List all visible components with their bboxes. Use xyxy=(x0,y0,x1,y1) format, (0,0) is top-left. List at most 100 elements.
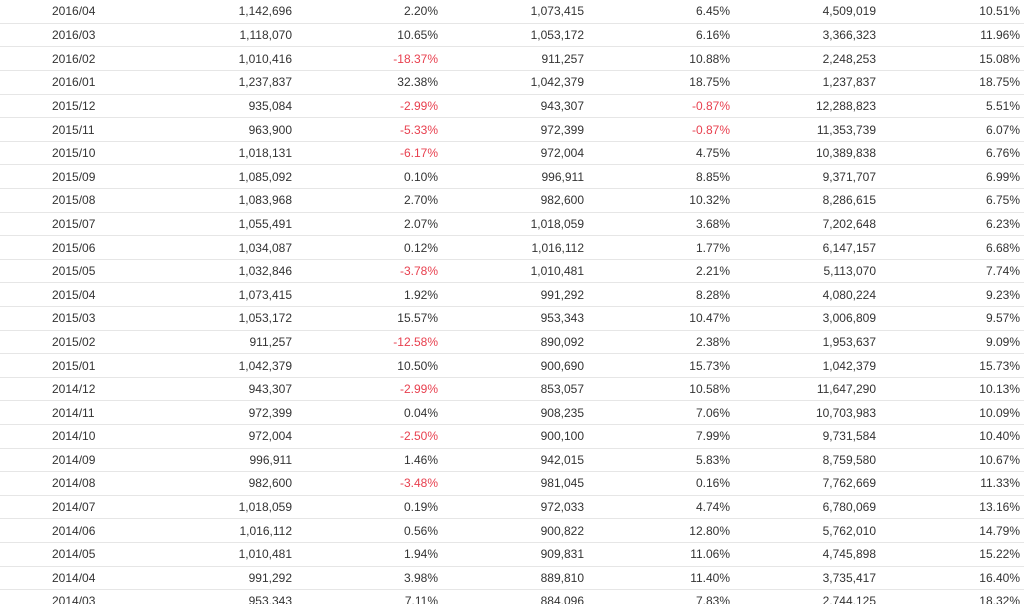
month-cell: 2015/08 xyxy=(0,188,150,213)
month-cell: 2014/07 xyxy=(0,495,150,520)
value-cell: 1,073,415 xyxy=(150,282,296,308)
table-row: 2015/02 911,257 -12.58% 890,092 2.38% 1,953,6… xyxy=(0,330,1024,355)
mom-change-cell: -2.99% xyxy=(296,377,442,402)
prev-year-value-cell: 909,831 xyxy=(442,542,588,567)
cumulative-change-cell: 15.73% xyxy=(880,353,1024,378)
yoy-change-cell: 10.58% xyxy=(588,377,734,402)
mom-change-cell: 10.50% xyxy=(296,353,442,378)
cumulative-change-cell: 5.51% xyxy=(880,94,1024,119)
value-cell: 911,257 xyxy=(150,330,296,355)
mom-change-cell: 1.46% xyxy=(296,448,442,473)
cumulative-cell: 7,202,648 xyxy=(734,212,880,237)
cumulative-cell: 10,703,983 xyxy=(734,400,880,425)
month-cell: 2015/11 xyxy=(0,117,150,142)
mom-change-cell: -5.33% xyxy=(296,117,442,142)
yoy-change-cell: 5.83% xyxy=(588,448,734,473)
table-row: 2014/04 991,292 3.98% 889,810 11.40% 3,735,41… xyxy=(0,566,1024,591)
month-cell: 2015/03 xyxy=(0,306,150,331)
yoy-change-cell: 7.06% xyxy=(588,400,734,425)
yoy-change-cell: 7.83% xyxy=(588,589,734,604)
prev-year-value-cell: 996,911 xyxy=(442,164,588,190)
cumulative-change-cell: 6.68% xyxy=(880,235,1024,260)
value-cell: 1,142,696 xyxy=(150,0,296,24)
month-cell: 2014/08 xyxy=(0,471,150,496)
mom-change-cell: -6.17% xyxy=(296,141,442,166)
mom-change-cell: 0.12% xyxy=(296,235,442,260)
cumulative-change-cell: 6.75% xyxy=(880,188,1024,213)
table-row: 2015/03 1,053,172 15.57% 953,343 10.47% 3,006… xyxy=(0,306,1024,331)
cumulative-change-cell: 6.07% xyxy=(880,117,1024,142)
yoy-change-cell: 10.47% xyxy=(588,306,734,331)
value-cell: 972,004 xyxy=(150,424,296,449)
cumulative-cell: 1,953,637 xyxy=(734,330,880,355)
table-row: 2014/09 996,911 1.46% 942,015 5.83% 8,759,580… xyxy=(0,448,1024,473)
month-cell: 2016/04 xyxy=(0,0,150,24)
value-cell: 1,034,087 xyxy=(150,235,296,260)
prev-year-value-cell: 953,343 xyxy=(442,306,588,331)
cumulative-cell: 8,286,615 xyxy=(734,188,880,213)
value-cell: 1,118,070 xyxy=(150,23,296,48)
month-cell: 2014/05 xyxy=(0,542,150,567)
yoy-change-cell: 11.06% xyxy=(588,542,734,567)
yoy-change-cell: 10.32% xyxy=(588,188,734,213)
cumulative-change-cell: 9.09% xyxy=(880,330,1024,355)
yoy-change-cell: 3.68% xyxy=(588,212,734,237)
table-row: 2015/10 1,018,131 -6.17% 972,004 4.75% 10,389… xyxy=(0,141,1024,166)
prev-year-value-cell: 900,100 xyxy=(442,424,588,449)
table-row: 2014/06 1,016,112 0.56% 900,822 12.80% 5,762,… xyxy=(0,518,1024,543)
cumulative-change-cell: 9.57% xyxy=(880,306,1024,331)
prev-year-value-cell: 981,045 xyxy=(442,471,588,496)
mom-change-cell: -12.58% xyxy=(296,330,442,355)
prev-year-value-cell: 991,292 xyxy=(442,282,588,308)
cumulative-change-cell: 11.33% xyxy=(880,471,1024,496)
cumulative-change-cell: 10.40% xyxy=(880,424,1024,449)
mom-change-cell: 1.92% xyxy=(296,282,442,308)
prev-year-value-cell: 972,399 xyxy=(442,117,588,142)
mom-change-cell: 32.38% xyxy=(296,70,442,95)
table-row: 2016/01 1,237,837 32.38% 1,042,379 18.75% 1,2… xyxy=(0,70,1024,95)
cumulative-cell: 8,759,580 xyxy=(734,448,880,473)
cumulative-cell: 9,371,707 xyxy=(734,164,880,190)
prev-year-value-cell: 1,010,481 xyxy=(442,259,588,284)
mom-change-cell: -2.99% xyxy=(296,94,442,119)
yoy-change-cell: 2.21% xyxy=(588,259,734,284)
prev-year-value-cell: 982,600 xyxy=(442,188,588,213)
prev-year-value-cell: 1,016,112 xyxy=(442,235,588,260)
yoy-change-cell: 12.80% xyxy=(588,518,734,543)
cumulative-cell: 3,735,417 xyxy=(734,566,880,591)
mom-change-cell: 0.19% xyxy=(296,495,442,520)
month-cell: 2015/01 xyxy=(0,353,150,378)
mom-change-cell: 7.11% xyxy=(296,589,442,604)
mom-change-cell: 1.94% xyxy=(296,542,442,567)
month-cell: 2015/12 xyxy=(0,94,150,119)
mom-change-cell: 0.56% xyxy=(296,518,442,543)
yoy-change-cell: 15.73% xyxy=(588,353,734,378)
cumulative-cell: 10,389,838 xyxy=(734,141,880,166)
prev-year-value-cell: 911,257 xyxy=(442,46,588,72)
value-cell: 953,343 xyxy=(150,589,296,604)
cumulative-change-cell: 15.08% xyxy=(880,46,1024,72)
cumulative-change-cell: 10.09% xyxy=(880,400,1024,425)
prev-year-value-cell: 908,235 xyxy=(442,400,588,425)
mom-change-cell: 2.07% xyxy=(296,212,442,237)
yoy-change-cell: 0.16% xyxy=(588,471,734,496)
mom-change-cell: 2.70% xyxy=(296,188,442,213)
cumulative-cell: 4,509,019 xyxy=(734,0,880,24)
cumulative-cell: 3,366,323 xyxy=(734,23,880,48)
table-row: 2014/10 972,004 -2.50% 900,100 7.99% 9,731,58… xyxy=(0,424,1024,449)
cumulative-change-cell: 13.16% xyxy=(880,495,1024,520)
month-cell: 2014/12 xyxy=(0,377,150,402)
cumulative-change-cell: 10.13% xyxy=(880,377,1024,402)
prev-year-value-cell: 889,810 xyxy=(442,566,588,591)
cumulative-change-cell: 18.75% xyxy=(880,70,1024,95)
table-row: 2015/07 1,055,491 2.07% 1,018,059 3.68% 7,202… xyxy=(0,212,1024,237)
mom-change-cell: 0.10% xyxy=(296,164,442,190)
table-row: 2015/11 963,900 -5.33% 972,399 -0.87% 11,353,… xyxy=(0,117,1024,142)
value-cell: 1,032,846 xyxy=(150,259,296,284)
cumulative-cell: 9,731,584 xyxy=(734,424,880,449)
cumulative-change-cell: 6.76% xyxy=(880,141,1024,166)
value-cell: 1,010,481 xyxy=(150,542,296,567)
cumulative-cell: 6,147,157 xyxy=(734,235,880,260)
mom-change-cell: -3.48% xyxy=(296,471,442,496)
